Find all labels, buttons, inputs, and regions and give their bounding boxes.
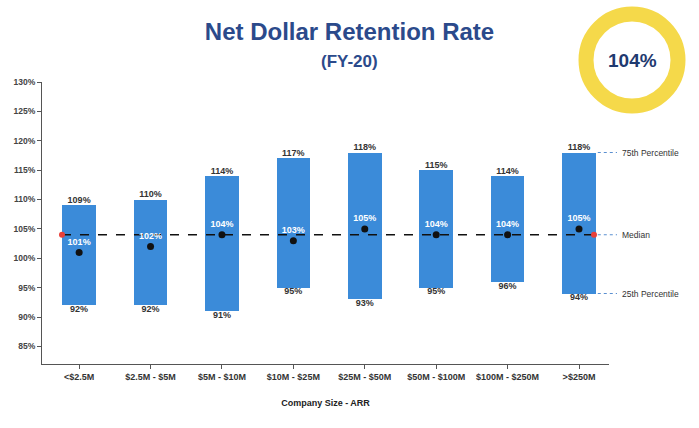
- svg-text:96%: 96%: [499, 281, 517, 291]
- svg-text:110%: 110%: [139, 189, 162, 199]
- svg-text:Company Size - ARR: Company Size - ARR: [281, 398, 370, 408]
- svg-text:104%: 104%: [425, 219, 448, 229]
- svg-text:92%: 92%: [142, 304, 160, 314]
- svg-text:$2.5M - $5M: $2.5M - $5M: [125, 372, 176, 382]
- svg-text:75th Percentile: 75th Percentile: [622, 148, 679, 158]
- svg-text:94%: 94%: [570, 292, 588, 302]
- svg-text:101%: 101%: [68, 237, 91, 247]
- svg-text:104%: 104%: [496, 219, 519, 229]
- svg-text:100%: 100%: [14, 253, 36, 263]
- svg-text:104%: 104%: [608, 50, 657, 71]
- svg-text:95%: 95%: [427, 286, 445, 296]
- svg-text:118%: 118%: [354, 142, 377, 152]
- svg-text:95%: 95%: [18, 283, 35, 293]
- svg-text:(FY-20): (FY-20): [321, 52, 378, 71]
- svg-text:90%: 90%: [18, 312, 35, 322]
- svg-text:>$250M: >$250M: [563, 372, 596, 382]
- svg-text:117%: 117%: [282, 148, 305, 158]
- svg-text:25th Percentile: 25th Percentile: [622, 289, 679, 299]
- svg-text:130%: 130%: [14, 77, 36, 87]
- svg-text:$50M - $100M: $50M - $100M: [407, 372, 465, 382]
- svg-text:104%: 104%: [210, 219, 233, 229]
- svg-text:93%: 93%: [356, 298, 374, 308]
- svg-text:105%: 105%: [567, 213, 590, 223]
- svg-text:114%: 114%: [496, 166, 519, 176]
- svg-text:115%: 115%: [425, 160, 448, 170]
- svg-text:85%: 85%: [18, 341, 35, 351]
- svg-text:92%: 92%: [70, 304, 88, 314]
- svg-text:120%: 120%: [14, 136, 36, 146]
- svg-text:$25M - $50M: $25M - $50M: [338, 372, 391, 382]
- svg-text:118%: 118%: [568, 142, 591, 152]
- svg-text:109%: 109%: [68, 195, 91, 205]
- svg-text:$10M - $25M: $10M - $25M: [267, 372, 320, 382]
- svg-text:$100M - $250M: $100M - $250M: [476, 372, 539, 382]
- svg-text:125%: 125%: [14, 106, 36, 116]
- svg-text:110%: 110%: [14, 194, 36, 204]
- svg-text:105%: 105%: [14, 224, 36, 234]
- svg-text:103%: 103%: [282, 225, 305, 235]
- svg-text:102%: 102%: [139, 231, 162, 241]
- svg-text:$5M - $10M: $5M - $10M: [198, 372, 246, 382]
- svg-text:114%: 114%: [211, 166, 234, 176]
- svg-text:95%: 95%: [284, 286, 302, 296]
- svg-text:<$2.5M: <$2.5M: [64, 372, 94, 382]
- svg-text:115%: 115%: [14, 165, 36, 175]
- svg-text:91%: 91%: [213, 310, 231, 320]
- svg-text:105%: 105%: [353, 213, 376, 223]
- svg-text:Median: Median: [622, 230, 650, 240]
- svg-text:Net Dollar Retention Rate: Net Dollar Retention Rate: [205, 18, 494, 45]
